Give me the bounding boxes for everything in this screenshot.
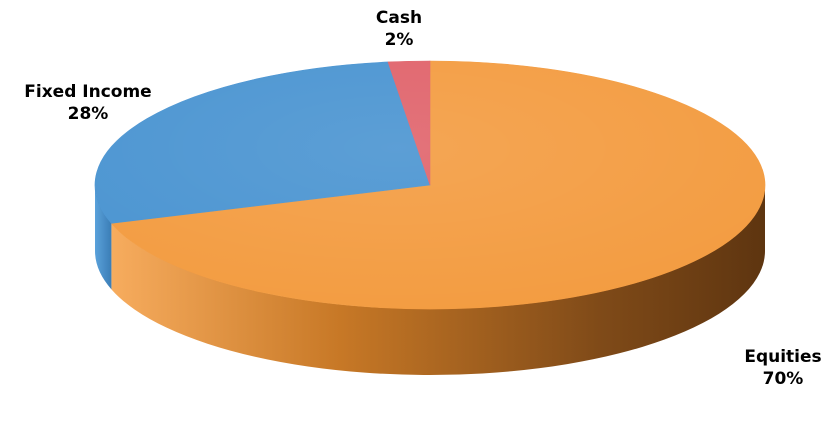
value-label-cash: 2% — [385, 30, 414, 50]
label-equities: Equities — [744, 347, 821, 367]
value-label-equities: 70% — [763, 369, 804, 389]
value-label-fixed-income: 28% — [68, 104, 109, 124]
pie-slices — [94, 60, 766, 310]
label-fixed-income: Fixed Income — [24, 82, 151, 102]
slice-wall-equities — [111, 185, 765, 375]
pie-top-highlight — [95, 61, 765, 309]
label-cash: Cash — [376, 8, 422, 28]
slice-wall-fixed-income — [95, 185, 112, 290]
pie-side-walls — [95, 185, 765, 375]
